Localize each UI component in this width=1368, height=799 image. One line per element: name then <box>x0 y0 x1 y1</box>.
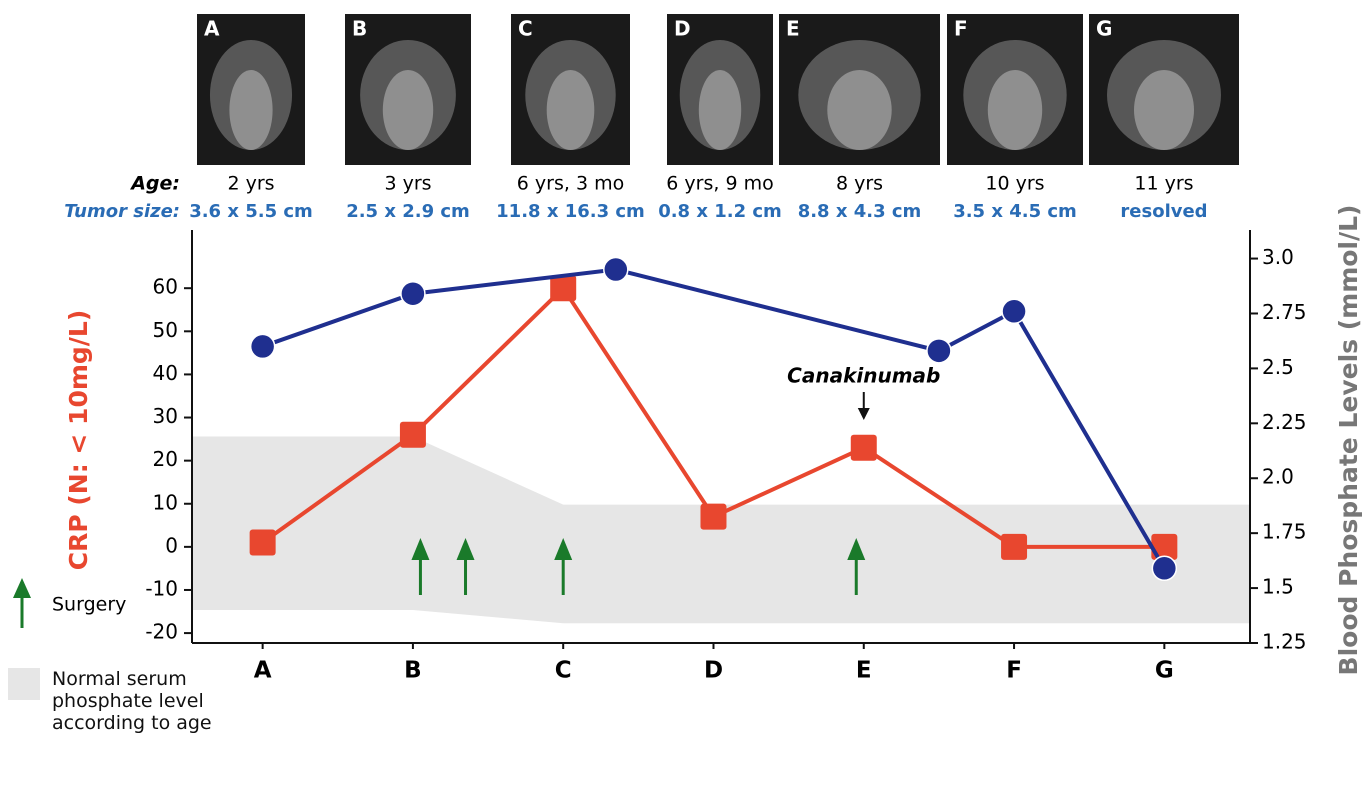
data-point <box>700 504 726 530</box>
tumor-size-value: resolved <box>1120 201 1207 222</box>
xray-bone <box>1134 70 1194 150</box>
data-point <box>1001 534 1027 560</box>
xray-bone <box>229 70 272 150</box>
tumor-label: Tumor size: <box>64 201 180 222</box>
tumor-size-value: 3.6 x 5.5 cm <box>189 201 313 222</box>
data-point <box>550 275 576 301</box>
age-value: 6 yrs, 3 mo <box>517 173 624 195</box>
y2-tick-label: 2.25 <box>1262 410 1307 434</box>
age-value: 11 yrs <box>1134 173 1193 195</box>
xray-bone <box>699 70 741 150</box>
data-point <box>401 282 425 306</box>
panel-letter: B <box>352 17 367 41</box>
y-tick-label: 20 <box>153 447 178 471</box>
panel-letter: C <box>518 17 533 41</box>
band-legend-swatch <box>8 668 40 700</box>
tumor-size-value: 11.8 x 16.3 cm <box>496 201 645 222</box>
xray-image: E <box>779 14 940 165</box>
panel-letter: G <box>1096 17 1112 41</box>
panel-letter: F <box>954 17 968 41</box>
x-tick-label: C <box>555 658 572 684</box>
surgery-legend-label: Surgery <box>52 594 126 616</box>
xray-image: G <box>1089 14 1239 165</box>
age-value: 10 yrs <box>985 173 1044 195</box>
data-point <box>400 422 426 448</box>
xray-image: C <box>511 14 630 165</box>
xray-image: B <box>345 14 471 165</box>
tumor-size-value: 0.8 x 1.2 cm <box>658 201 782 222</box>
panel-letter: D <box>674 17 691 41</box>
data-point <box>604 258 628 282</box>
data-point <box>1002 299 1026 323</box>
tumor-size-value: 2.5 x 2.9 cm <box>346 201 470 222</box>
surgery-legend-icon <box>13 578 31 628</box>
xray-image: F <box>947 14 1083 165</box>
normal-range-band <box>192 437 1250 624</box>
y2-tick-label: 3.0 <box>1262 245 1294 269</box>
x-tick-label: B <box>404 658 422 684</box>
x-tick-label: F <box>1006 658 1022 684</box>
xray-bone <box>383 70 433 150</box>
y-tick-label: 0 <box>165 533 178 557</box>
y-tick-label: -20 <box>145 620 178 644</box>
y2-tick-label: 1.5 <box>1262 575 1294 599</box>
x-tick-label: E <box>856 658 872 684</box>
data-point <box>251 334 275 358</box>
y-axis-title: CRP (N: < 10mg/L) <box>64 310 93 571</box>
y2-tick-label: 2.75 <box>1262 300 1307 324</box>
tumor-size-value: 3.5 x 4.5 cm <box>953 201 1077 222</box>
age-value: 3 yrs <box>384 173 431 195</box>
data-point <box>1152 556 1176 580</box>
page: Age: Tumor size: CRP (N: < 10mg/L) Blood… <box>0 0 1368 799</box>
xray-bone <box>827 70 891 150</box>
y-tick-label: 30 <box>153 404 178 428</box>
y-tick-label: 40 <box>153 361 178 385</box>
y-tick-label: 10 <box>153 490 178 514</box>
y-tick-label: 50 <box>153 318 178 342</box>
age-value: 6 yrs, 9 mo <box>666 173 773 195</box>
y2-axis-title: Blood Phosphate Levels (mmol/L) <box>1334 205 1363 676</box>
x-tick-label: A <box>254 658 272 684</box>
x-tick-label: D <box>704 658 723 684</box>
xray-bone <box>988 70 1042 150</box>
data-point <box>250 530 276 556</box>
xray-image: D <box>667 14 773 165</box>
annotation: Canakinumab <box>787 364 940 388</box>
y2-tick-label: 2.0 <box>1262 465 1294 489</box>
data-point <box>927 339 951 363</box>
panel-letter: A <box>204 17 220 41</box>
panel-letter: E <box>786 17 800 41</box>
y2-tick-label: 1.75 <box>1262 520 1307 544</box>
age-value: 2 yrs <box>227 173 274 195</box>
data-point <box>851 435 877 461</box>
age-label: Age: <box>129 173 180 195</box>
y-tick-label: 60 <box>153 275 178 299</box>
y2-tick-label: 1.25 <box>1262 630 1307 654</box>
age-value: 8 yrs <box>836 173 883 195</box>
y2-tick-label: 2.5 <box>1262 355 1294 379</box>
band-legend-label: Normal serum phosphate level according t… <box>52 668 212 734</box>
y-tick-label: -10 <box>145 576 178 600</box>
xray-bone <box>547 70 595 150</box>
tumor-size-value: 8.8 x 4.3 cm <box>798 201 922 222</box>
annotation-arrowhead <box>858 408 870 420</box>
x-tick-label: G <box>1155 658 1174 684</box>
xray-image: A <box>197 14 305 165</box>
